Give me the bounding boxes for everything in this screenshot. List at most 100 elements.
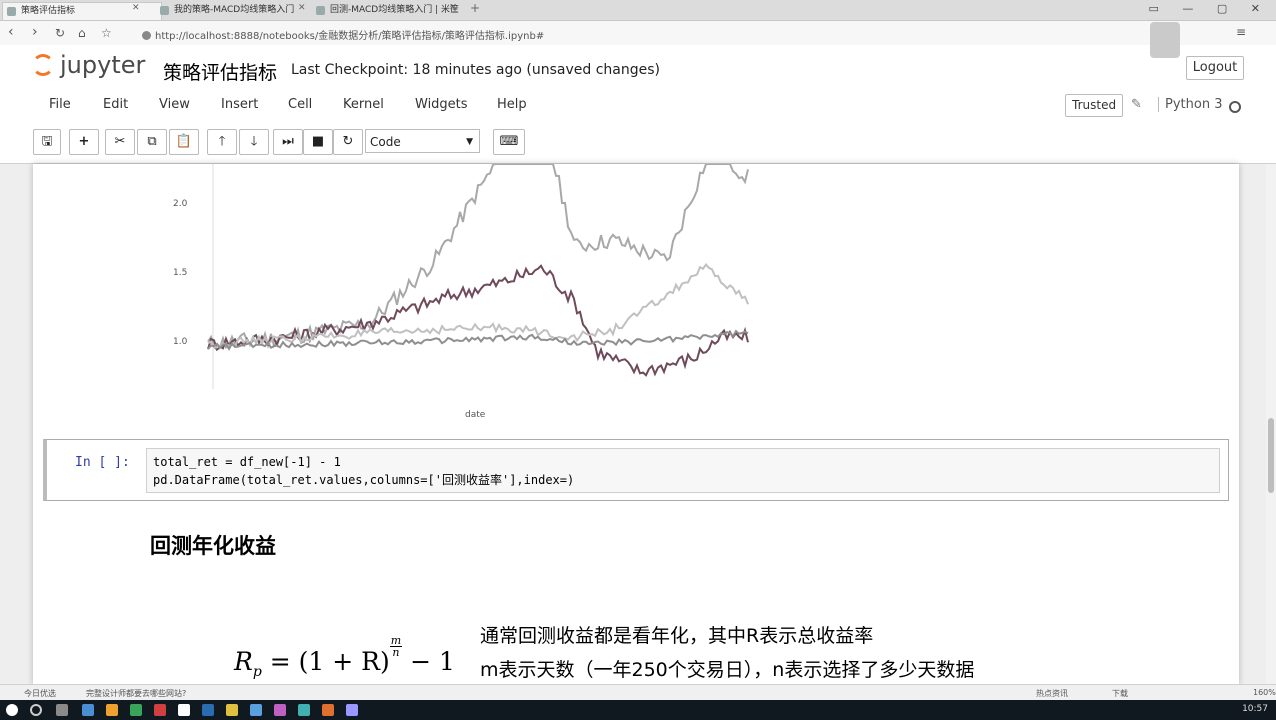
- formula-rhs: = (1 + R): [261, 647, 390, 676]
- menu-kernel[interactable]: Kernel: [343, 97, 384, 112]
- logo-text: jupyter: [60, 51, 146, 79]
- browser-tab[interactable]: 回测-MACD均线策略入门 | 米筐: [312, 2, 465, 19]
- app-icon[interactable]: [82, 704, 94, 716]
- code-line-2: pd.DataFrame(total_ret.values,columns=['…: [153, 473, 575, 487]
- cell-type-select[interactable]: Code ▼: [365, 129, 480, 153]
- menu-insert[interactable]: Insert: [221, 97, 259, 112]
- app-icon[interactable]: [154, 704, 166, 716]
- app-icon[interactable]: [202, 704, 214, 716]
- menu-help[interactable]: Help: [497, 97, 527, 112]
- menu-icon[interactable]: ≡: [1236, 25, 1247, 39]
- app-icon[interactable]: [226, 704, 238, 716]
- forward-icon[interactable]: ›: [32, 24, 38, 40]
- site-info-icon[interactable]: [142, 31, 151, 40]
- app-icon[interactable]: [322, 704, 334, 716]
- tab-label: 回测-MACD均线策略入门 | 米筐: [330, 5, 459, 15]
- start-icon[interactable]: [6, 704, 18, 716]
- section-heading: 回测年化收益: [150, 534, 276, 558]
- kernel-name: Python 3: [1158, 97, 1222, 112]
- status-text[interactable]: 下载: [1112, 689, 1128, 698]
- status-text[interactable]: 今日优选: [24, 689, 56, 698]
- os-taskbar: 10:57: [0, 700, 1276, 720]
- y-tick-label: 2.0: [173, 199, 188, 209]
- app-icon[interactable]: [298, 704, 310, 716]
- code-line-1: total_ret = df_new[-1] - 1: [153, 455, 341, 469]
- taskbar-clock[interactable]: 10:57: [1242, 704, 1268, 714]
- home-icon[interactable]: ⌂: [78, 26, 86, 40]
- insert-cell-button[interactable]: +: [69, 129, 99, 155]
- logout-button[interactable]: Logout: [1186, 56, 1244, 80]
- move-up-button[interactable]: 🡑: [207, 129, 237, 155]
- arrow-down-icon: 🡓: [250, 134, 258, 149]
- url-text: http://localhost:8888/notebooks/金融数据分析/策…: [155, 31, 545, 42]
- restart-button[interactable]: ↻: [333, 129, 363, 155]
- note-line-2: m表示天数（一年250个交易日），n表示选择了多少天数据: [480, 659, 975, 681]
- menu-cell[interactable]: Cell: [288, 97, 313, 112]
- formula-sub: p: [252, 664, 262, 680]
- x-axis-label: date: [465, 410, 486, 420]
- scissors-icon: ✂: [114, 134, 126, 149]
- cell-type-value: Code: [370, 135, 401, 149]
- menu-edit[interactable]: Edit: [103, 97, 129, 112]
- arrow-up-icon: 🡑: [218, 134, 226, 149]
- chevron-down-icon: ▼: [466, 137, 473, 147]
- code-cell[interactable]: In [ ]: total_ret = df_new[-1] - 1 pd.Dat…: [43, 439, 1229, 501]
- menu-widgets[interactable]: Widgets: [415, 97, 468, 112]
- save-icon: 🖫: [41, 134, 53, 149]
- app-icon[interactable]: [250, 704, 262, 716]
- cut-button[interactable]: ✂: [105, 129, 135, 155]
- formula-lhs: R: [234, 647, 253, 676]
- browser-tab[interactable]: 我的策略-MACD均线策略入门: [156, 2, 314, 19]
- app-icon[interactable]: [178, 704, 190, 716]
- app-icon[interactable]: [274, 704, 286, 716]
- back-icon[interactable]: ‹: [8, 24, 14, 40]
- zoom-level[interactable]: 160%: [1253, 688, 1276, 697]
- paste-button[interactable]: 📋: [169, 129, 199, 155]
- address-bar[interactable]: http://localhost:8888/notebooks/金融数据分析/策…: [142, 27, 544, 42]
- menu-view[interactable]: View: [159, 97, 190, 112]
- browser-nav-bar: ‹ › ↻ ⌂ ☆ http://localhost:8888/notebook…: [0, 21, 1276, 45]
- app-icon[interactable]: [346, 704, 358, 716]
- reload-icon[interactable]: ↻: [55, 26, 66, 40]
- app-icon[interactable]: [130, 704, 142, 716]
- series-line-3: [207, 263, 749, 349]
- interrupt-button[interactable]: ■: [303, 129, 333, 155]
- notebook-title[interactable]: 策略评估指标: [163, 62, 278, 84]
- save-button[interactable]: 🖫: [33, 129, 61, 155]
- new-tab-icon[interactable]: +: [470, 1, 481, 15]
- move-down-button[interactable]: 🡓: [239, 129, 269, 155]
- formula-tail: − 1: [402, 647, 455, 676]
- jupyter-logo[interactable]: jupyter: [32, 51, 145, 79]
- y-tick-label: 1.5: [173, 268, 187, 278]
- search-icon[interactable]: [30, 704, 42, 716]
- copy-button[interactable]: ⧉: [137, 129, 167, 155]
- command-palette-button[interactable]: ⌨: [493, 129, 525, 155]
- menu-file[interactable]: File: [49, 97, 71, 112]
- notebook-page: 2.0 1.5 1.0 date In [ ]: total_ret = df_…: [33, 164, 1239, 684]
- annualized-return-formula: Rp = (1 + R) m n − 1: [234, 635, 455, 680]
- app-icon[interactable]: [106, 704, 118, 716]
- code-editor[interactable]: total_ret = df_new[-1] - 1 pd.DataFrame(t…: [146, 448, 1220, 493]
- task-view-icon[interactable]: [56, 704, 68, 716]
- close-tab-icon[interactable]: ✕: [298, 3, 306, 13]
- keyboard-icon: ⌨: [499, 134, 519, 149]
- cell-prompt: In [ ]:: [75, 455, 130, 470]
- stop-icon: ■: [311, 134, 325, 149]
- paste-icon: 📋: [175, 134, 193, 149]
- window-controls[interactable]: ▭ — ▢ ✕: [1148, 2, 1270, 15]
- star-icon[interactable]: ☆: [101, 26, 112, 40]
- plus-icon: +: [78, 134, 90, 149]
- run-button[interactable]: ⏭: [273, 129, 303, 155]
- status-text[interactable]: 完整设计师都要去哪些网站?: [86, 689, 187, 698]
- close-tab-icon[interactable]: ✕: [132, 3, 140, 13]
- series-line-4: [207, 329, 749, 351]
- status-text[interactable]: 热点资讯: [1036, 689, 1068, 698]
- y-tick-label: 1.0: [173, 337, 188, 347]
- note-line-1: 通常回测收益都是看年化，其中R表示总收益率: [480, 625, 874, 647]
- scrollbar-thumb[interactable]: [1268, 418, 1274, 493]
- restart-icon: ↻: [342, 134, 354, 149]
- trusted-indicator[interactable]: Trusted: [1065, 94, 1124, 117]
- close-tab-icon[interactable]: ✕: [449, 3, 457, 13]
- edit-pencil-icon[interactable]: ✎: [1131, 97, 1142, 112]
